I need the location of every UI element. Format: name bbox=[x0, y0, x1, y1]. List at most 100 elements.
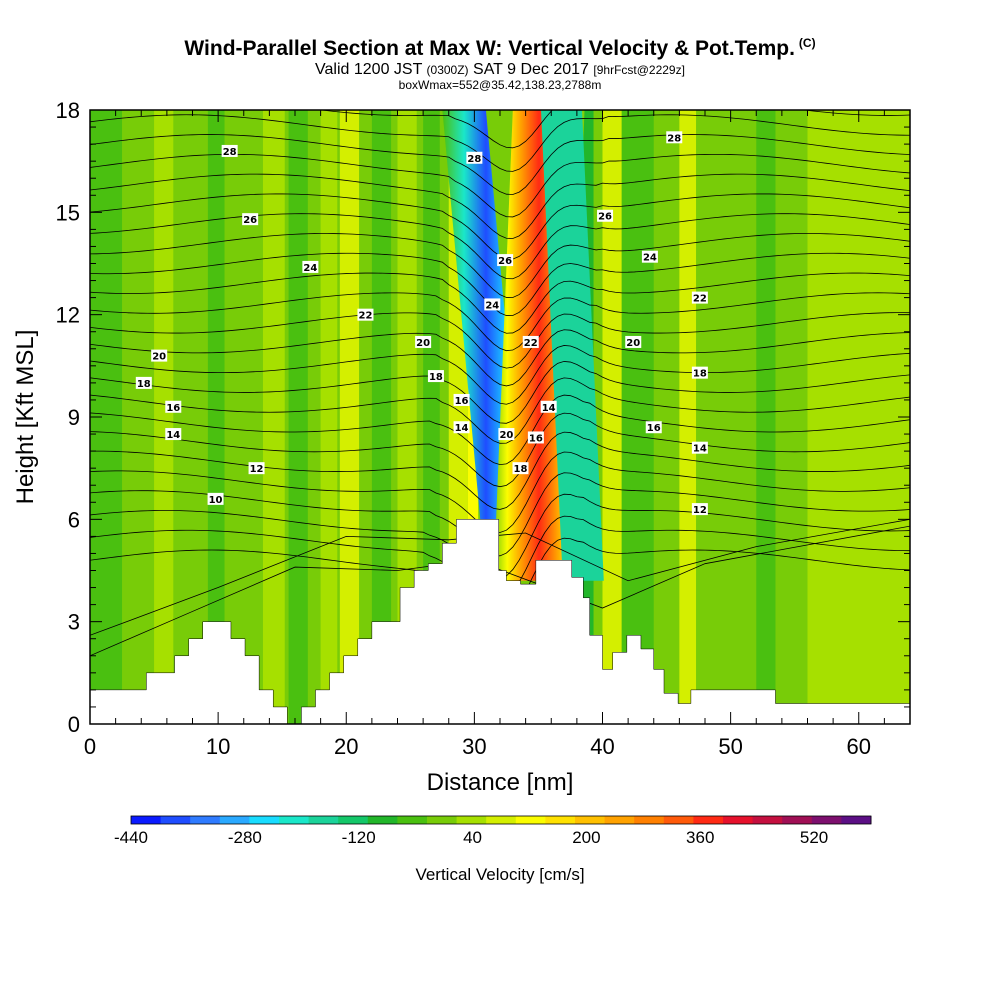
x-tick-label: 0 bbox=[84, 734, 96, 759]
theta-label-text: 28 bbox=[223, 147, 237, 158]
theta-label-bg bbox=[645, 421, 662, 434]
theta-label-22: 26 bbox=[597, 209, 614, 223]
colorbar-swatch-13 bbox=[515, 816, 546, 824]
theta-label-bg bbox=[248, 462, 265, 475]
theta-label-text: 16 bbox=[455, 396, 469, 407]
theta-label-21: 14 bbox=[540, 400, 557, 414]
colorbar-swatch-7 bbox=[338, 816, 369, 824]
theta-label-text: 20 bbox=[626, 338, 640, 349]
theta-label-bg bbox=[207, 492, 224, 505]
theta-contour-15 bbox=[90, 252, 910, 316]
theta-label-text: 26 bbox=[498, 256, 512, 267]
colorbar-tick-label: 40 bbox=[463, 828, 482, 847]
theta-contour-10 bbox=[90, 345, 910, 405]
theta-label-text: 26 bbox=[598, 212, 612, 223]
field-band-2 bbox=[207, 110, 225, 724]
theta-label-text: 24 bbox=[643, 253, 657, 264]
x-tick-label: 50 bbox=[718, 734, 742, 759]
theta-contour-4 bbox=[90, 451, 910, 533]
x-axis-title: Distance [nm] bbox=[427, 769, 574, 796]
y-tick-label: 0 bbox=[68, 712, 80, 737]
theta-label-30: 28 bbox=[666, 131, 683, 144]
theta-label-text: 12 bbox=[250, 464, 264, 475]
theta-label-17: 22 bbox=[522, 335, 539, 349]
theta-label-24: 22 bbox=[691, 291, 708, 305]
chart-title-text: Wind-Parallel Section at Max W: Vertical… bbox=[184, 37, 795, 60]
colorbar-swatch-21 bbox=[752, 816, 783, 824]
theta-label-25: 20 bbox=[625, 335, 642, 349]
colorbar-swatch-16 bbox=[604, 816, 635, 824]
colorbar-swatch-8 bbox=[367, 816, 398, 824]
theta-label-bg bbox=[302, 260, 319, 273]
y-tick-label: 15 bbox=[56, 200, 80, 225]
colorbar-tick-label: 520 bbox=[800, 828, 828, 847]
theta-label-23: 24 bbox=[641, 250, 658, 264]
colorbar-frame bbox=[130, 815, 872, 825]
field-band-13 bbox=[602, 110, 622, 724]
theta-label-bg bbox=[453, 421, 470, 434]
colorbar-swatch-22 bbox=[782, 816, 813, 824]
theta-contour-23 bbox=[318, 110, 910, 149]
chart-title: Wind-Parallel Section at Max W: Vertical… bbox=[0, 36, 1000, 61]
colorbar-swatch-24 bbox=[841, 816, 872, 824]
theta-label-text: 20 bbox=[416, 338, 430, 349]
colorbar-swatch-0 bbox=[131, 816, 162, 824]
theta-label-bg bbox=[453, 393, 470, 406]
theta-label-11: 18 bbox=[427, 370, 444, 383]
theta-label-text: 22 bbox=[693, 294, 707, 305]
theta-label-28: 14 bbox=[691, 441, 708, 455]
theta-label-bg bbox=[415, 335, 432, 348]
colorbar-swatch-20 bbox=[723, 816, 754, 824]
colorbar-tick-label: -440 bbox=[114, 828, 148, 847]
theta-label-text: 14 bbox=[455, 423, 469, 434]
theta-label-text: 20 bbox=[499, 430, 513, 441]
plot-area: 28 26 24 22 20 18 16 14 12 10 20 18 16 14 28 26 24 22 20 16… bbox=[90, 110, 910, 724]
theta-label-14: 28 bbox=[466, 151, 483, 165]
theta-label-9: 10 bbox=[207, 492, 224, 506]
x-axis: 0 10 20 30 40 50 60 bbox=[84, 110, 911, 759]
theta-label-bg bbox=[522, 335, 539, 348]
colorbar-swatch-12 bbox=[486, 816, 517, 824]
colorbar-swatch-2 bbox=[190, 816, 221, 824]
colorbar-swatch-17 bbox=[634, 816, 665, 824]
theta-contour-22 bbox=[90, 114, 910, 172]
colorbar-tick-label: -120 bbox=[342, 828, 376, 847]
colorbar-swatch-15 bbox=[575, 816, 606, 824]
valid-time-line: Valid 1200 JST (0300Z) SAT 9 Dec 2017 [9… bbox=[0, 61, 1000, 79]
terrain-mask bbox=[90, 519, 910, 724]
x-tick-label: 60 bbox=[847, 734, 871, 759]
field-band-5 bbox=[320, 110, 338, 724]
theta-label-bg bbox=[427, 370, 444, 383]
theta-label-20: 18 bbox=[512, 462, 529, 475]
y-tick-label: 9 bbox=[68, 405, 80, 430]
theta-label-bg bbox=[135, 376, 152, 389]
theta-label-text: 14 bbox=[542, 403, 556, 414]
colorbar-swatch-19 bbox=[693, 816, 724, 824]
theta-label-bg bbox=[484, 298, 501, 311]
x-tick-label: 30 bbox=[462, 734, 486, 759]
theta-label-3: 22 bbox=[357, 308, 374, 322]
field-band-17 bbox=[756, 110, 776, 724]
field-band-6 bbox=[339, 110, 360, 724]
box-info-line: boxWmax=552@35.42,138.23,2788m bbox=[398, 78, 602, 92]
theta-label-text: 22 bbox=[524, 338, 538, 349]
theta-label-8: 12 bbox=[248, 462, 265, 475]
theta-label-text: 16 bbox=[647, 423, 661, 434]
theta-label-text: 22 bbox=[359, 311, 373, 322]
theta-label-6: 16 bbox=[165, 400, 182, 414]
theta-contour-5 bbox=[90, 431, 910, 510]
field-band-3 bbox=[262, 110, 285, 724]
theta-label-text: 10 bbox=[209, 495, 223, 506]
theta-label-bg bbox=[691, 441, 708, 454]
colorbar-swatch-6 bbox=[308, 816, 339, 824]
field-band-15 bbox=[679, 110, 697, 724]
valid-date: SAT 9 Dec 2017 bbox=[473, 61, 589, 78]
colorbar-swatch-1 bbox=[160, 816, 191, 824]
theta-label-bg bbox=[466, 151, 483, 164]
theta-contour-9 bbox=[90, 361, 910, 424]
field-band-1 bbox=[154, 110, 174, 724]
theta-label-18: 20 bbox=[498, 428, 515, 441]
colorbar-swatch-18 bbox=[663, 816, 694, 824]
theta-label-text: 28 bbox=[467, 154, 481, 165]
